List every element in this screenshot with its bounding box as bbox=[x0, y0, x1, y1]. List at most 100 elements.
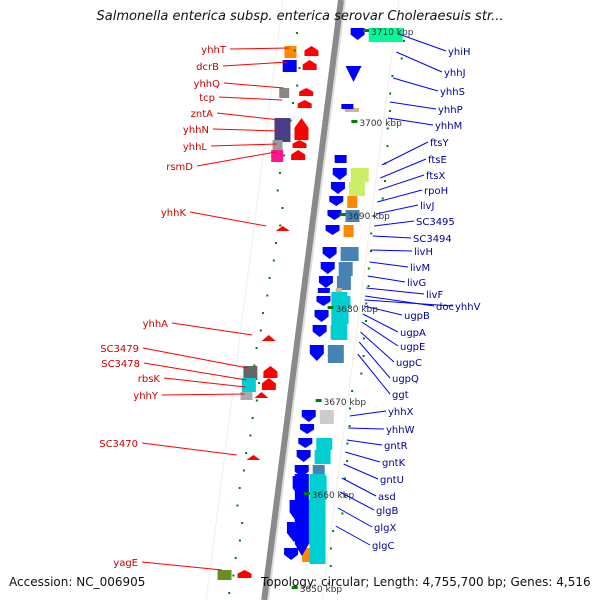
reverse-gene-arrow bbox=[345, 66, 362, 82]
tick-dot bbox=[383, 180, 386, 182]
ruler-tick bbox=[327, 306, 334, 309]
reverse-gene-arrow bbox=[325, 225, 340, 235]
right-leader-line bbox=[363, 305, 403, 316]
genome-title: Salmonella enterica subsp. enterica sero… bbox=[96, 9, 504, 24]
gene-label-glgb: glgB bbox=[376, 506, 398, 517]
reverse-gene-block bbox=[341, 104, 354, 109]
tick-dot bbox=[346, 442, 349, 445]
forward-gene-arrow bbox=[275, 226, 290, 231]
tick-dot bbox=[272, 259, 275, 262]
gene-label-ftsx: ftsX bbox=[426, 171, 445, 182]
right-leader-line bbox=[348, 427, 385, 430]
gene-count-text: Genes: 4,516 bbox=[510, 575, 591, 589]
ruler-label: 3660 kbp bbox=[312, 491, 355, 501]
cog-color-box bbox=[272, 140, 283, 150]
ruler-label: 3700 kbp bbox=[359, 119, 402, 129]
left-leader-line bbox=[216, 112, 280, 121]
cog-color-box bbox=[347, 196, 358, 208]
gene-label-yhih: yhiH bbox=[448, 47, 471, 58]
cog-band-layer bbox=[205, 0, 403, 600]
tick-dot bbox=[251, 417, 254, 419]
gene-label-rbsk: rbsK bbox=[138, 374, 161, 385]
tick-dot bbox=[278, 172, 281, 174]
tick-dot bbox=[249, 434, 252, 437]
ruler-tick bbox=[291, 586, 298, 589]
tick-dot bbox=[365, 302, 368, 305]
gene-label-yage: yagE bbox=[113, 558, 138, 569]
reverse-gene-arrow bbox=[332, 168, 347, 180]
gene-label-yhhl: yhhL bbox=[183, 142, 208, 153]
gene-label-sc3470: SC3470 bbox=[99, 439, 138, 450]
right-leader-line bbox=[362, 313, 399, 333]
reverse-gene-arrow bbox=[300, 424, 315, 434]
left-leader-line bbox=[222, 61, 288, 67]
gene-label-yhhp: yhhP bbox=[438, 105, 463, 116]
left-leader-line bbox=[143, 362, 247, 381]
right-leader-line bbox=[369, 261, 409, 268]
right-leader-line bbox=[392, 77, 439, 92]
gene-label-rpoh: rpoH bbox=[424, 186, 448, 197]
gene-label-glgx: glgX bbox=[374, 523, 396, 534]
ruler-label: 3670 kbp bbox=[324, 398, 367, 408]
gene-label-gntr: gntR bbox=[384, 441, 408, 452]
left-leader-line bbox=[196, 151, 276, 167]
tick-dot bbox=[234, 557, 237, 559]
right-leader-line bbox=[339, 491, 375, 511]
gene-label-yhhj: yhhJ bbox=[444, 68, 466, 79]
reverse-gene-arrow bbox=[350, 28, 365, 40]
label-leader-layer bbox=[141, 33, 454, 571]
gene-label-glgc: glgC bbox=[372, 541, 394, 552]
gene-label-ggt: ggt bbox=[392, 390, 409, 401]
cog-color-box bbox=[243, 366, 258, 380]
right-leader-line bbox=[335, 525, 371, 546]
gene-label-livg: livG bbox=[407, 278, 426, 289]
reverse-gene-arrow bbox=[314, 310, 329, 322]
cog-color-box bbox=[271, 150, 284, 162]
cog-color-box bbox=[282, 60, 297, 72]
gene-label-livh: livH bbox=[414, 247, 433, 258]
right-leader-line bbox=[374, 220, 415, 227]
tick-dot bbox=[285, 137, 288, 139]
tick-dot bbox=[238, 539, 241, 542]
outer-band-line bbox=[321, 0, 400, 600]
right-leader-line bbox=[372, 235, 412, 239]
tick-dot bbox=[241, 522, 244, 524]
tick-dot bbox=[228, 592, 231, 594]
ruler-tick bbox=[363, 29, 370, 32]
gene-label-ugpa: ugpA bbox=[400, 328, 426, 339]
gene-label-znta: zntA bbox=[191, 109, 214, 120]
left-leader-line bbox=[210, 143, 277, 147]
tick-dot bbox=[236, 504, 239, 507]
tick-dot bbox=[266, 294, 269, 297]
tick-dot bbox=[275, 242, 278, 244]
tick-dot bbox=[360, 372, 363, 375]
right-leader-line bbox=[346, 439, 383, 446]
ruler-label: 3680 kbp bbox=[336, 305, 379, 315]
cog-color-box bbox=[335, 288, 342, 295]
reverse-gene-arrow bbox=[318, 276, 333, 288]
gene-label-yhhv: yhhV bbox=[455, 302, 481, 313]
right-leader-line bbox=[360, 331, 395, 363]
reverse-gene-arrow bbox=[309, 345, 324, 361]
gene-label-gntk: gntK bbox=[382, 458, 406, 469]
forward-gene-arrow bbox=[291, 150, 306, 160]
gene-label-layer: yhhT dcrB yhhQ tcp zntA yhhN yhhL rsmD yhhK yhhA S… bbox=[99, 45, 480, 569]
reverse-gene-arrow bbox=[294, 474, 309, 556]
gene-label-livj: livJ bbox=[420, 201, 434, 212]
forward-gene-arrow bbox=[299, 88, 314, 96]
tick-dot bbox=[238, 487, 241, 489]
cog-color-box bbox=[336, 276, 351, 290]
cog-color-box bbox=[314, 450, 331, 464]
left-leader-line bbox=[223, 82, 284, 89]
gene-label-ftsy: ftsY bbox=[430, 138, 449, 149]
cog-color-box bbox=[319, 410, 334, 424]
cog-color-box bbox=[368, 28, 403, 42]
ruler-tick bbox=[339, 213, 346, 216]
gene-label-sc3494: SC3494 bbox=[413, 234, 452, 245]
tick-dot bbox=[348, 425, 351, 427]
reverse-gene-arrow bbox=[298, 438, 313, 448]
ruler-tick bbox=[303, 492, 310, 495]
tick-dot bbox=[329, 565, 332, 567]
tick-dot bbox=[367, 267, 370, 270]
right-leader-line bbox=[389, 101, 437, 110]
